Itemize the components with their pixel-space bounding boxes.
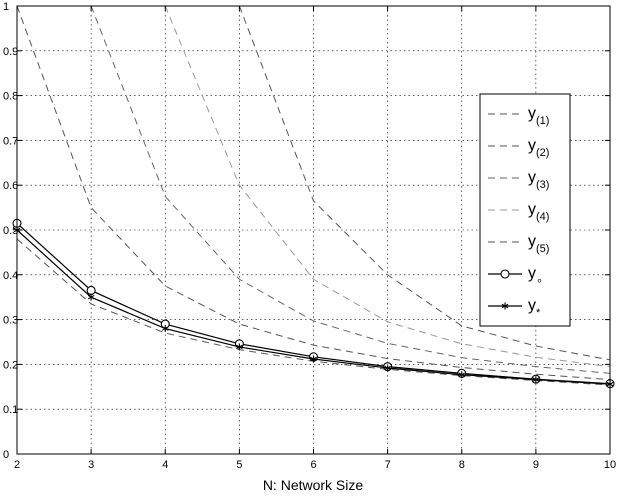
- series-line: [90, 5, 611, 374]
- legend-marker: [501, 302, 509, 310]
- legend-item-5: y(5): [488, 233, 549, 255]
- legend-label: y*: [528, 297, 541, 319]
- x-tick-label: 6: [310, 459, 316, 471]
- y-tick-label: 0.7: [3, 135, 18, 147]
- y-tick-label: 0.5: [3, 225, 18, 237]
- x-tick-label: 10: [604, 459, 616, 471]
- x-tick-label: 2: [14, 459, 20, 471]
- x-tick-label: 8: [459, 459, 465, 471]
- x-tick-label: 7: [385, 459, 391, 471]
- legend: y(1) y(2) y(3) y(4) y(5) y∘ y*: [479, 93, 571, 327]
- legend-label: y(3): [528, 169, 549, 191]
- data-point: [86, 285, 96, 296]
- data-point: [87, 293, 95, 301]
- series-line: [164, 5, 611, 368]
- x-tick-label: 5: [236, 459, 242, 471]
- x-tick-label: 4: [162, 459, 168, 471]
- y-tick-label: 0.9: [3, 46, 18, 58]
- legend-label: y(2): [528, 137, 549, 159]
- legend-label: y(1): [528, 105, 549, 127]
- series-layer: [12, 5, 615, 389]
- y-tick-label: 0.6: [3, 180, 18, 192]
- data-point: [384, 364, 391, 372]
- legend-item-6: y∘: [488, 265, 543, 287]
- x-tick-label: 9: [533, 459, 539, 471]
- data-point: [532, 376, 540, 384]
- y-tick-label: 0.2: [3, 359, 18, 371]
- legend-label: y(4): [528, 201, 549, 223]
- legend-marker: [500, 269, 510, 279]
- data-point: [310, 355, 317, 363]
- x-axis-label: N: Network Size: [263, 477, 364, 493]
- data-point: [161, 325, 169, 333]
- series-line: [16, 5, 611, 381]
- legend-item-3: y(3): [488, 169, 549, 191]
- data-point: [236, 343, 243, 351]
- series-3: [90, 5, 611, 374]
- y-tick-label: 0.1: [3, 404, 18, 416]
- legend-label: y(5): [528, 233, 549, 255]
- legend-item-2: y(2): [488, 137, 549, 159]
- series-line: [238, 5, 611, 361]
- y-tick-label: 0.8: [3, 91, 18, 103]
- tick-layer: 2 3 4 5 6 7 8 9 10 0 0.1 0.2 0.3 0.4 0.5 0.6 0.7 0.8 0.9 1: [3, 1, 616, 471]
- series-4: [164, 5, 611, 368]
- legend-item-7: y*: [488, 297, 541, 319]
- x-tick-label: 3: [88, 459, 94, 471]
- y-tick-label: 0.4: [3, 270, 18, 282]
- legend-label: y∘: [528, 265, 543, 287]
- legend-item-4: y(4): [488, 201, 549, 223]
- data-point: [458, 371, 466, 379]
- legend-item-1: y(1): [488, 105, 549, 127]
- y-tick-label: 0.3: [3, 315, 18, 327]
- y-tick-label: 0: [3, 449, 9, 461]
- series-7: [13, 226, 614, 388]
- y-tick-label: 1: [3, 1, 9, 13]
- series-5: [238, 5, 611, 361]
- series-2: [16, 5, 611, 381]
